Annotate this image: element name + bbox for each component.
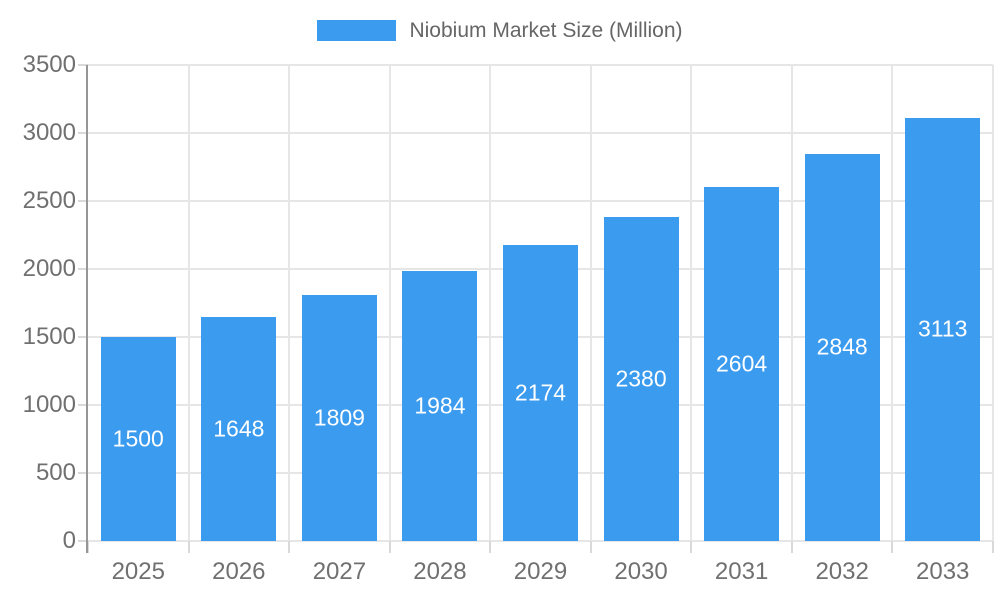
x-axis-label: 2026 bbox=[212, 558, 266, 585]
y-axis-label: 500 bbox=[35, 459, 76, 486]
grid-line-vertical bbox=[690, 65, 693, 541]
bar-2030: 2380 bbox=[603, 217, 679, 541]
grid-line-vertical bbox=[388, 65, 391, 541]
bar-2032: 2848 bbox=[804, 153, 880, 541]
x-axis-tick bbox=[388, 541, 391, 553]
x-axis-label: 2033 bbox=[916, 558, 970, 585]
x-axis-label: 2029 bbox=[513, 558, 568, 585]
y-axis-tick bbox=[78, 540, 88, 542]
bar-value-label: 1809 bbox=[313, 404, 365, 431]
y-axis-label: 2500 bbox=[22, 187, 76, 214]
bar-value-label: 1500 bbox=[112, 425, 164, 452]
x-axis-tick bbox=[87, 541, 89, 553]
y-axis-tick bbox=[78, 472, 88, 474]
y-axis-tick bbox=[78, 64, 88, 66]
x-axis-tick bbox=[589, 541, 592, 553]
grid-line-vertical bbox=[891, 65, 894, 541]
x-axis-tick bbox=[790, 541, 793, 553]
y-axis-label: 1500 bbox=[22, 323, 76, 350]
grid-line-vertical bbox=[288, 65, 291, 541]
bar-value-label: 1648 bbox=[213, 415, 265, 442]
y-axis-label: 3000 bbox=[22, 119, 76, 146]
legend-swatch bbox=[317, 20, 397, 41]
y-axis-tick bbox=[78, 336, 88, 338]
bar-2027: 1809 bbox=[301, 294, 377, 541]
y-axis-label: 2000 bbox=[22, 255, 76, 282]
grid-line-vertical bbox=[589, 65, 592, 541]
bar-2025: 1500 bbox=[100, 337, 176, 541]
grid-line-vertical bbox=[489, 65, 492, 541]
x-axis-tick bbox=[187, 541, 190, 553]
y-axis-label: 1000 bbox=[22, 391, 76, 418]
bar-2029: 2174 bbox=[503, 245, 578, 541]
y-axis-label: 0 bbox=[62, 527, 76, 554]
x-axis-label: 2025 bbox=[111, 558, 165, 585]
x-axis-label: 2032 bbox=[815, 558, 869, 585]
grid-line-horizontal bbox=[88, 200, 993, 202]
grid-line-horizontal bbox=[88, 540, 993, 542]
legend-label: Niobium Market Size (Million) bbox=[409, 19, 683, 42]
grid-line-horizontal bbox=[88, 64, 993, 66]
x-axis-label: 2031 bbox=[714, 558, 769, 585]
bar-2028: 1984 bbox=[402, 271, 478, 541]
legend-item-niobium-market-size[interactable]: Niobium Market Size (Million) bbox=[317, 19, 683, 42]
grid-line-vertical bbox=[790, 65, 793, 541]
grid-line-horizontal bbox=[88, 132, 993, 134]
x-axis-tick bbox=[489, 541, 492, 553]
y-axis-tick bbox=[78, 268, 88, 270]
y-axis-tick bbox=[78, 404, 88, 406]
x-axis-tick bbox=[288, 541, 291, 553]
bar-value-label: 3113 bbox=[917, 315, 968, 342]
bar-value-label: 2174 bbox=[514, 379, 567, 406]
y-axis-tick bbox=[78, 200, 88, 202]
grid-line-vertical bbox=[187, 65, 190, 541]
bar-2026: 1648 bbox=[201, 316, 277, 541]
bar-2031: 2604 bbox=[704, 186, 780, 541]
bar-value-label: 1984 bbox=[414, 392, 466, 419]
x-axis-tick bbox=[891, 541, 894, 553]
x-axis-label: 2030 bbox=[614, 558, 668, 585]
bar-value-label: 2848 bbox=[816, 333, 868, 360]
bar-2033: 3113 bbox=[905, 117, 981, 541]
y-axis-label: 3500 bbox=[22, 51, 76, 78]
x-axis-label: 2028 bbox=[413, 558, 467, 585]
x-axis-label: 2027 bbox=[312, 558, 367, 585]
chart-legend: Niobium Market Size (Million) bbox=[0, 19, 1000, 42]
x-axis-tick bbox=[690, 541, 693, 553]
bar-value-label: 2604 bbox=[716, 350, 768, 377]
x-axis-tick bbox=[992, 541, 994, 553]
y-axis-tick bbox=[78, 132, 88, 134]
bar-value-label: 2380 bbox=[615, 365, 667, 392]
grid-line-vertical bbox=[992, 65, 994, 541]
y-axis-line bbox=[86, 65, 88, 553]
